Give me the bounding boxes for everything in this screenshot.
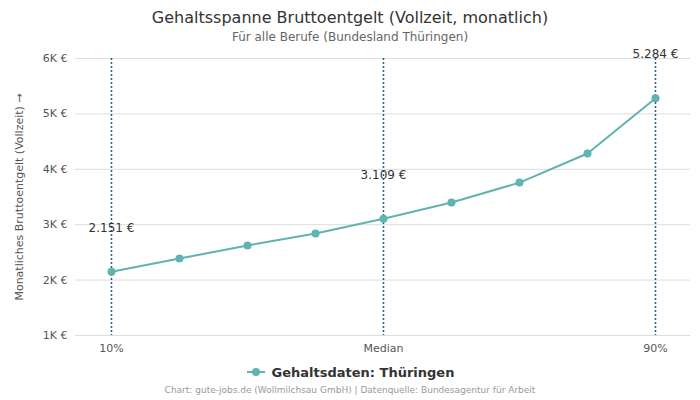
- svg-text:Median: Median: [363, 342, 403, 355]
- html-text:Für alle Berufe (Bundesland Th: Für alle Berufe (Bundesland Thüringen): [231, 30, 469, 44]
- svg-text:1K €: 1K €: [43, 329, 68, 342]
- svg-text:Monatliches Bruttoentgelt (Vol: Monatliches Bruttoentgelt (Vollzeit) →: [13, 93, 26, 300]
- html-text:Gehaltsdaten: Thüringen: Gehaltsdaten: Thüringen: [271, 364, 455, 380]
- svg-text:4K €: 4K €: [43, 163, 68, 176]
- svg-text:5.284 €: 5.284 €: [633, 47, 679, 61]
- svg-text:2K €: 2K €: [43, 274, 68, 287]
- svg-text:2.151 €: 2.151 €: [89, 221, 135, 235]
- svg-text:6K €: 6K €: [43, 52, 68, 65]
- svg-text:90%: 90%: [643, 342, 667, 355]
- svg-text:10%: 10%: [99, 342, 123, 355]
- html-text:Chart: gute-jobs.de (Wollmilch: Chart: gute-jobs.de (Wollmilchsau GmbH) …: [164, 385, 536, 395]
- svg-text:5K €: 5K €: [43, 107, 68, 120]
- svg-text:3.109 €: 3.109 €: [361, 168, 407, 182]
- html-text:Gehaltsspanne Bruttoentgelt (V: Gehaltsspanne Bruttoentgelt (Vollzeit, m…: [151, 8, 549, 27]
- svg-text:3K €: 3K €: [43, 218, 68, 231]
